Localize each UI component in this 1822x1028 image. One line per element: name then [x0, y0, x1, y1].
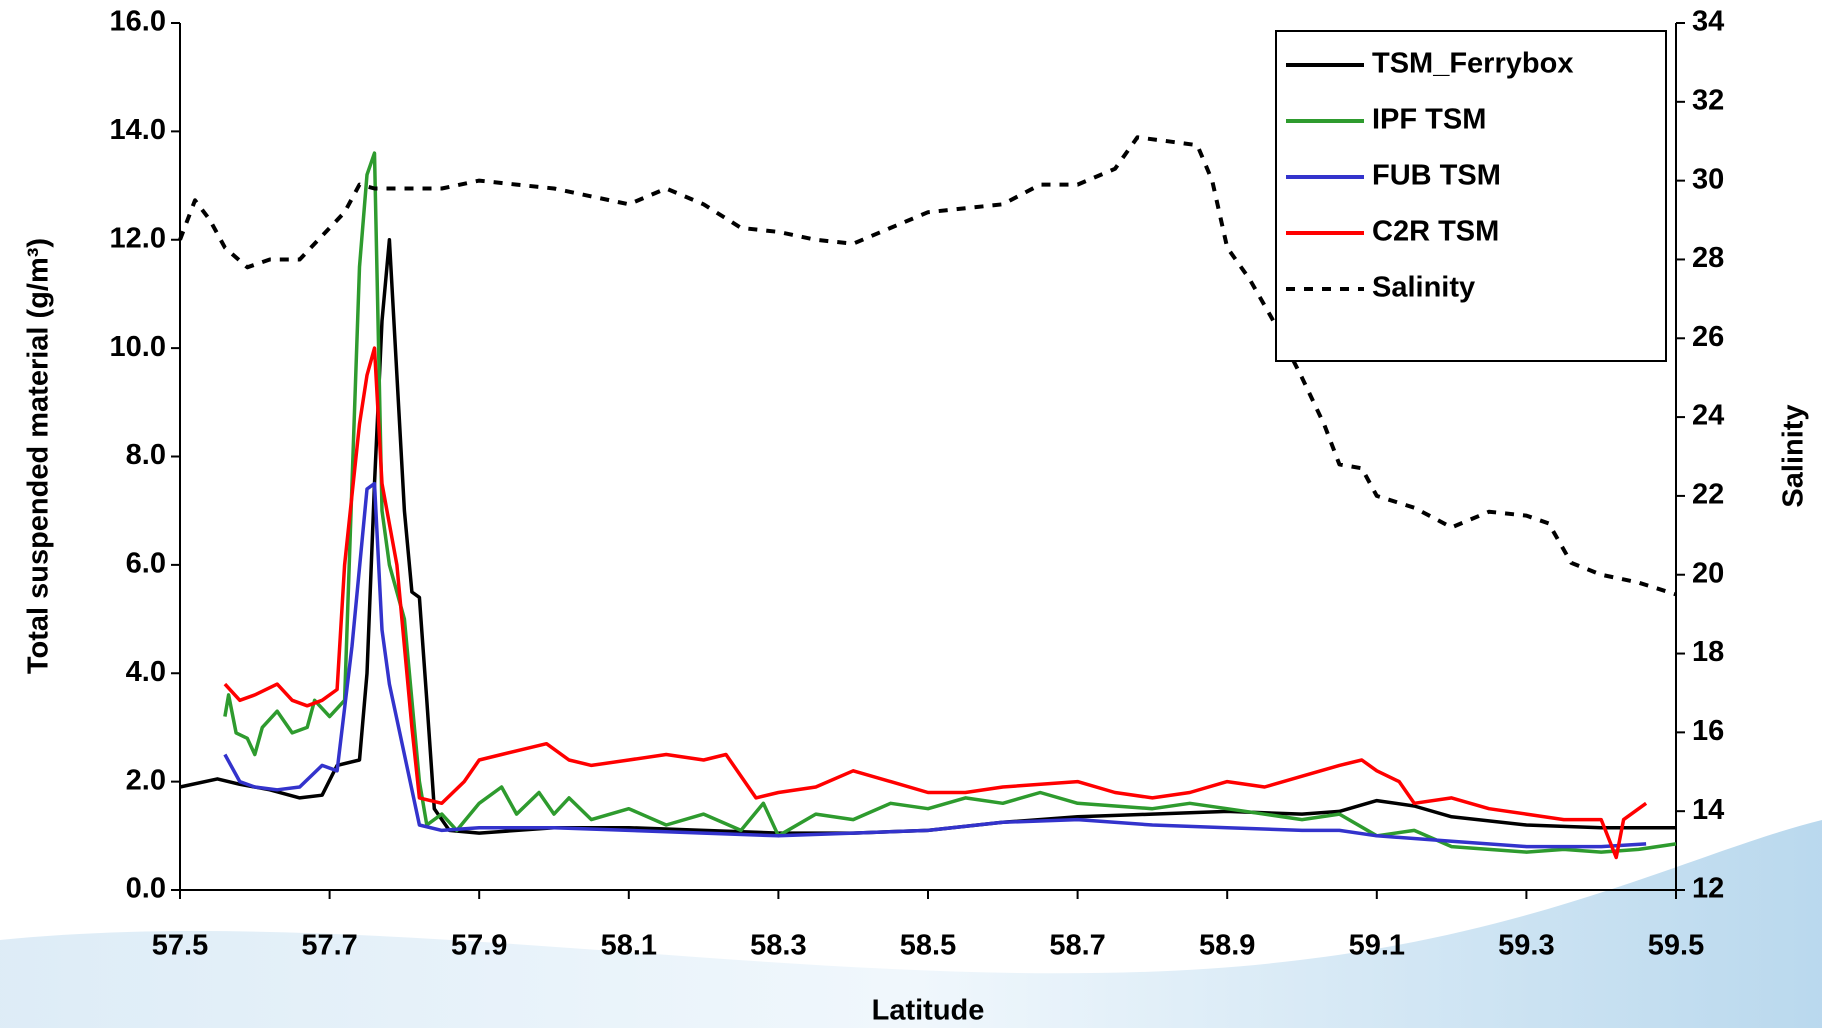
- series-line: [179, 238, 1676, 835]
- y2-tick-label: 14: [1692, 794, 1724, 826]
- y2-tick-label: 34: [1692, 6, 1724, 38]
- y-tick-label: 4.0: [126, 656, 166, 688]
- series-line: [223, 151, 1677, 854]
- x-tick-label: 58.3: [750, 930, 806, 962]
- x-axis-label: Latitude: [872, 995, 985, 1027]
- x-tick-label: 58.9: [1199, 930, 1255, 962]
- y-tick-label: 2.0: [126, 764, 166, 796]
- y2-tick-label: 32: [1692, 84, 1724, 116]
- y2-tick-label: 16: [1692, 715, 1724, 747]
- x-tick-label: 58.1: [601, 930, 657, 962]
- y2-tick-label: 24: [1692, 400, 1724, 432]
- legend-label: TSM_Ferrybox: [1372, 48, 1573, 80]
- x-tick-label: 59.1: [1349, 930, 1405, 962]
- x-tick-label: 57.5: [152, 930, 208, 962]
- y-tick-label: 16.0: [110, 6, 166, 38]
- x-tick-label: 57.7: [301, 930, 357, 962]
- y-tick-label: 10.0: [110, 331, 166, 363]
- y2-tick-label: 30: [1692, 163, 1724, 195]
- y-tick-label: 6.0: [126, 548, 166, 580]
- series-line: [178, 135, 1677, 597]
- legend-label: IPF TSM: [1372, 104, 1486, 136]
- x-tick-label: 57.9: [451, 930, 507, 962]
- y-tick-label: 0.0: [126, 873, 166, 905]
- background-wave: [0, 820, 1822, 1028]
- x-tick-label: 58.7: [1049, 930, 1105, 962]
- series-line: [223, 346, 1648, 860]
- legend-box: [1275, 30, 1667, 362]
- y2-tick-label: 26: [1692, 321, 1724, 353]
- y-tick-label: 8.0: [126, 439, 166, 471]
- x-tick-label: 59.3: [1498, 930, 1554, 962]
- y-axis-label: Total suspended material (g/m³): [23, 238, 55, 674]
- y-tick-label: 12.0: [110, 222, 166, 254]
- y2-tick-label: 28: [1692, 242, 1724, 274]
- legend-label: Salinity: [1372, 272, 1475, 304]
- x-tick-label: 59.5: [1648, 930, 1704, 962]
- series-line: [223, 481, 1647, 849]
- legend-label: C2R TSM: [1372, 216, 1499, 248]
- y-tick-label: 14.0: [110, 114, 166, 146]
- x-tick-label: 58.5: [900, 930, 956, 962]
- y2-tick-label: 18: [1692, 636, 1724, 668]
- y2-tick-label: 20: [1692, 557, 1724, 589]
- y2-tick-label: 22: [1692, 479, 1724, 511]
- y2-axis-label: Salinity: [1778, 404, 1810, 507]
- y2-tick-label: 12: [1692, 873, 1724, 905]
- legend-label: FUB TSM: [1372, 160, 1501, 192]
